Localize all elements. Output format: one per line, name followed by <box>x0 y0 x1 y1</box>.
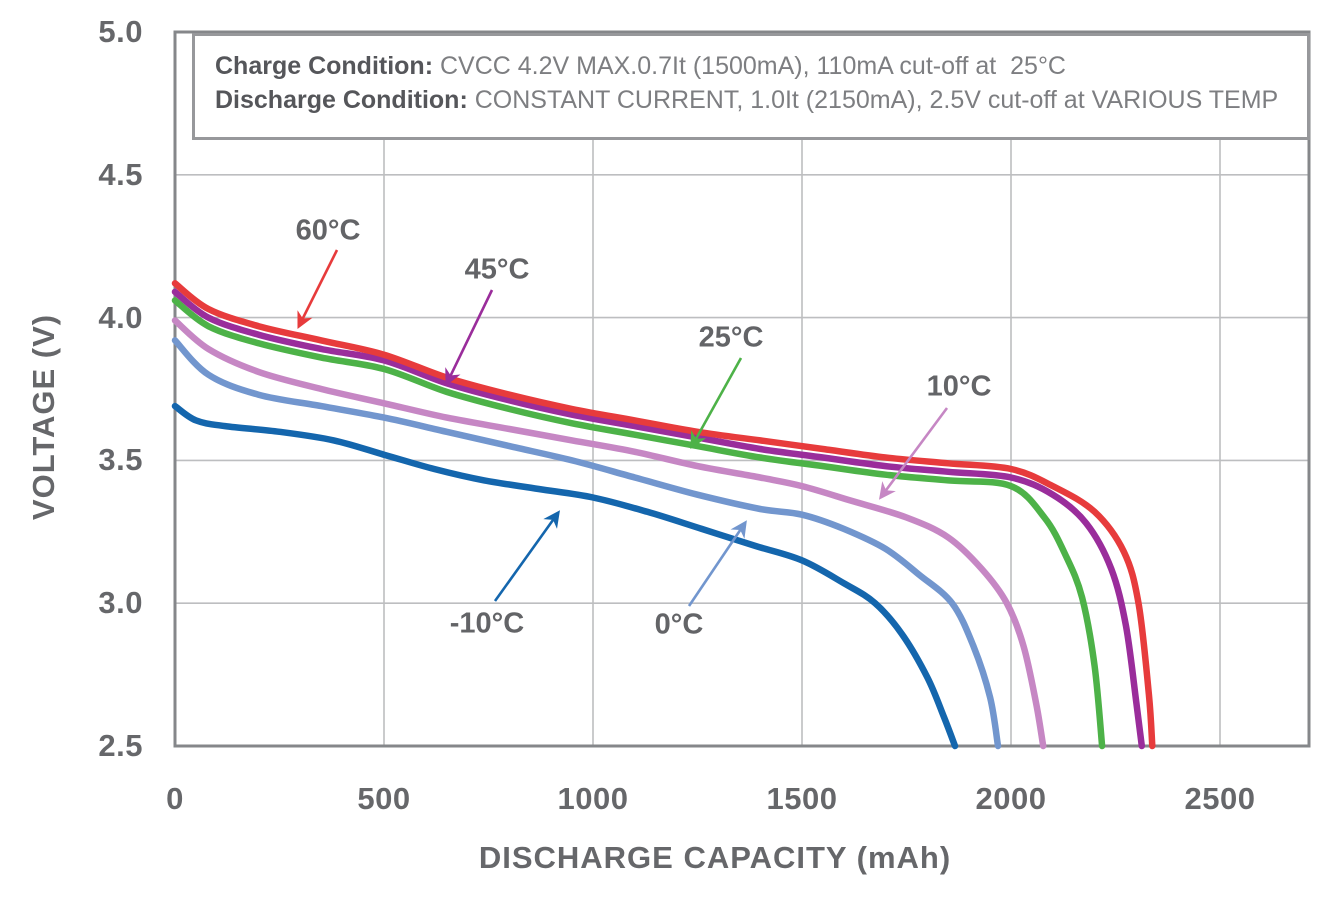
y-tick-label: 4.5 <box>98 156 143 192</box>
discharge-condition-label: Discharge Condition: <box>215 86 468 114</box>
discharge-condition-line: Discharge Condition: CONSTANT CURRENT, 1… <box>215 83 1307 117</box>
annotation-arrow-10c <box>878 407 949 500</box>
x-tick-label: 500 <box>357 781 411 816</box>
annotation-arrow--10c <box>493 510 560 602</box>
y-tick-label: 5.0 <box>98 14 143 49</box>
curve--10c <box>171 402 959 750</box>
temp-label-25c: 25°C <box>698 321 764 354</box>
temp-label-45c: 45°C <box>464 253 530 286</box>
discharge-condition-value: CONSTANT CURRENT, 1.0It (2150mA), 2.5V c… <box>467 86 1279 114</box>
y-tick-label: 3.5 <box>98 442 143 478</box>
x-axis-title: DISCHARGE CAPACITY (mAh) <box>478 840 952 875</box>
plot-border <box>173 30 1311 748</box>
charge-condition-value: CVCC 4.2V MAX.0.7It (1500mA), 110mA cut-… <box>433 52 1066 80</box>
curve-45c <box>171 288 1146 750</box>
temperature-curves <box>171 280 1156 750</box>
curve-25c <box>171 297 1106 750</box>
x-tick-label: 1000 <box>557 781 629 816</box>
charge-condition-line: Charge Condition: CVCC 4.2V MAX.0.7It (1… <box>215 49 1307 83</box>
y-tick-label: 4.0 <box>98 299 143 335</box>
curve-10c <box>171 317 1047 750</box>
annotation-arrow-0c <box>687 520 747 607</box>
x-tick-label: 2500 <box>1184 781 1256 816</box>
temp-label-10c: 10°C <box>926 370 992 403</box>
curve-0c <box>171 337 1002 750</box>
annotation-arrow-45c <box>445 289 494 387</box>
charge-condition-label: Charge Condition: <box>215 52 434 80</box>
temp-label-60c: 60°C <box>295 214 361 247</box>
temp-label-0c: 0°C <box>654 608 704 641</box>
x-tick-label: 1500 <box>766 781 838 816</box>
condition-box: Charge Condition: CVCC 4.2V MAX.0.7It (1… <box>192 33 1310 140</box>
x-tick-label: 0 <box>166 781 184 816</box>
x-tick-label: 2000 <box>975 781 1047 816</box>
annotation-arrow-60c <box>297 249 339 330</box>
y-tick-label: 3.0 <box>98 585 143 621</box>
y-axis-title: VOLTAGE (V) <box>26 313 61 521</box>
curve-60c <box>171 280 1156 750</box>
y-tick-label: 2.5 <box>98 728 143 763</box>
annotation-arrows <box>297 249 949 607</box>
temp-label--10c: -10°C <box>449 607 525 640</box>
annotation-arrow-25c <box>690 357 743 449</box>
